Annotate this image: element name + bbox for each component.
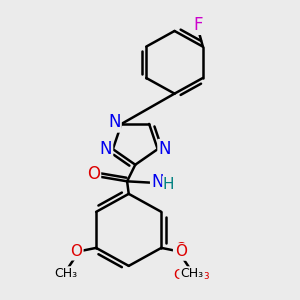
Text: O: O [87, 165, 100, 183]
Text: H: H [163, 177, 174, 192]
Text: O: O [175, 244, 187, 259]
Text: CH₃: CH₃ [54, 267, 77, 280]
Text: N: N [108, 113, 121, 131]
Text: N: N [151, 173, 164, 191]
Text: O: O [174, 241, 187, 259]
Text: F: F [194, 16, 203, 34]
Text: N: N [159, 140, 171, 158]
Text: OCH₃: OCH₃ [173, 268, 209, 282]
Text: CH₃: CH₃ [180, 267, 203, 280]
Text: O: O [70, 244, 83, 259]
Text: N: N [99, 140, 112, 158]
